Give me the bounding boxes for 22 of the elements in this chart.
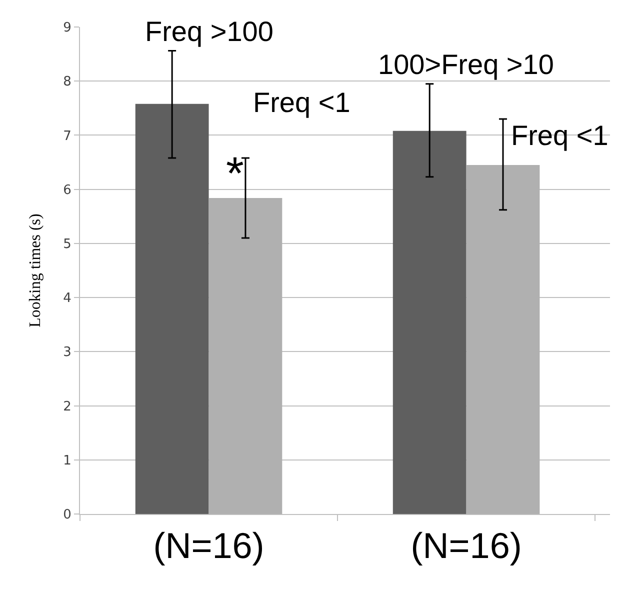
y-tick-label: 6: [63, 182, 72, 198]
bar: [135, 104, 209, 514]
bar: [208, 198, 282, 514]
bar: [392, 130, 466, 514]
annotation: *: [226, 147, 244, 199]
x-tick-label: (N=16): [153, 525, 264, 566]
annotation: Freq <1: [253, 87, 350, 118]
bar: [466, 164, 540, 514]
y-axis-title: Looking times (s): [27, 214, 44, 328]
annotation: Freq >100: [145, 16, 274, 47]
x-tick-label: (N=16): [410, 525, 522, 566]
y-tick-label: 5: [63, 236, 72, 252]
annotation: Freq <1: [511, 120, 608, 151]
annotation: 100>Freq >10: [378, 49, 554, 80]
y-tick-label: 8: [63, 74, 72, 90]
y-tick-label: 2: [63, 399, 72, 414]
y-tick-label: 4: [63, 291, 72, 306]
y-tick-label: 1: [63, 453, 72, 468]
y-tick-label: 7: [63, 128, 72, 144]
y-tick-label: 9: [63, 20, 72, 36]
y-tick-label: 3: [63, 345, 72, 360]
y-tick-label: 0: [63, 508, 72, 523]
